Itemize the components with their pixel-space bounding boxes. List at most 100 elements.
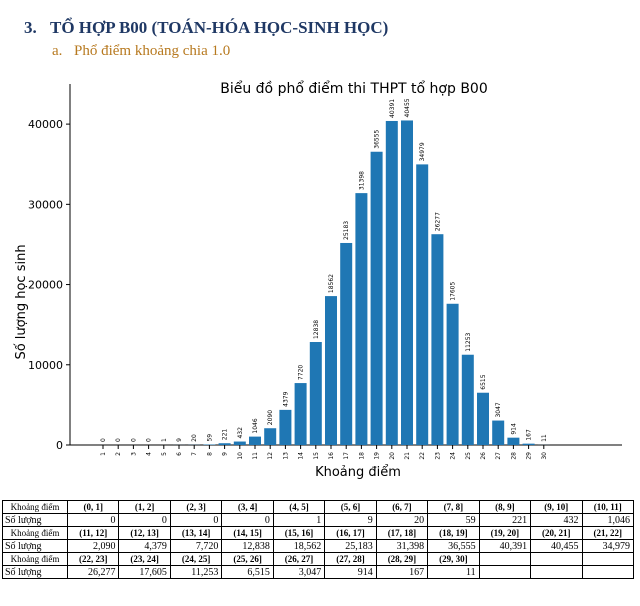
bar [446,303,459,445]
range-cell: (4, 5] [272,500,326,514]
x-tick-label: 18 [358,452,365,460]
count-cell: 914 [324,565,377,579]
x-tick-label: 16 [328,452,335,460]
range-cell: (28, 29] [375,552,429,566]
x-tick-label: 23 [434,452,441,460]
bar [355,193,368,445]
bar-labels: 0 0 0 0 1 9 20 59 221 432 1046 2090 4379 7720 12838 185… [100,98,548,442]
bar [294,383,307,445]
range-cell: (12, 13] [118,526,171,540]
x-tick-label: 7 [191,452,198,456]
count-cell: 40,455 [530,539,583,553]
bar-value-label: 221 [222,429,229,441]
count-cell: 34,979 [581,539,635,553]
count-row: Số lượng 26,277 17,605 11,253 6,515 3,047 914 1… [2,565,635,579]
bar-value-label: 167 [526,429,533,441]
bar-value-label: 0 [146,438,153,442]
x-tick-label: 25 [465,452,472,460]
x-tick-label: 27 [495,452,502,460]
bar-value-label: 31398 [358,171,365,190]
range-cell [581,552,635,566]
bar-value-label: 36555 [374,129,381,148]
x-tick-label: 9 [222,452,229,456]
bar [416,164,429,445]
count-cell: 12,838 [221,539,274,553]
distribution-chart: Biểu đồ phổ điểm thi THPT tổ hợp B00 0 1 0… [14,80,622,480]
count-cell: 3,047 [272,565,326,579]
count-cell [478,565,532,579]
x-tick-label: 12 [267,452,274,460]
chart-title: Biểu đồ phổ điểm thi THPT tổ hợp B00 [220,80,488,97]
count-row-label: Số lượng [2,565,68,579]
range-cell: (7, 8] [427,500,480,514]
count-row: Số lượng 2,090 4,379 7,720 12,838 18,562 25,18… [2,539,635,553]
range-row: Khoảng điểm (22, 23] (23, 24] (24, 25] (25, … [2,552,635,566]
bar-value-label: 0 [130,438,137,442]
range-cell: (13, 14] [169,526,223,540]
x-tick-label: 6 [176,452,183,456]
count-cell [530,565,583,579]
section-number: 3. [24,18,37,37]
x-tick-label: 2 [115,452,122,456]
count-row: Số lượng 0 0 0 0 1 9 20 59 221 432 1,046 [2,513,635,527]
count-cell: 36,555 [427,539,480,553]
range-row-label: Khoảng điểm [2,552,68,566]
range-row: Khoảng điểm (0, 1] (1, 2] (2, 3] (3, 4] (4, 5… [2,500,635,514]
count-cell: 26,277 [66,565,120,579]
y-tick-label: 0 [56,439,63,452]
y-axis-label: Số lượng học sinh [14,244,29,359]
x-tick-label: 3 [130,452,137,456]
subsection-number: a. [52,43,63,59]
range-cell: (24, 25] [169,552,223,566]
x-tick-label: 28 [510,452,517,460]
count-cell: 11,253 [169,565,223,579]
count-cell [581,565,635,579]
bar [340,242,353,445]
bar-value-label: 40391 [389,99,396,118]
count-cell: 0 [221,513,274,527]
count-cell: 6,515 [221,565,274,579]
bar-value-label: 4379 [282,391,289,406]
bar-value-label: 914 [510,423,517,435]
count-cell: 25,183 [324,539,377,553]
bar-value-label: 40455 [404,98,411,117]
x-tick-label: 4 [146,452,153,456]
bar [233,441,246,445]
bar [461,354,474,445]
x-tick-label: 29 [526,452,533,460]
count-cell: 0 [118,513,171,527]
count-cell: 1,046 [581,513,635,527]
bar-value-label: 432 [237,427,244,439]
subsection-title: Phổ điểm khoảng chia 1.0 [74,43,231,59]
range-row-label: Khoảng điểm [2,500,68,514]
count-cell: 9 [324,513,377,527]
range-cell: (6, 7] [375,500,429,514]
x-tick-label: 13 [282,452,289,460]
y-tick-label: 30000 [28,198,63,211]
count-cell: 20 [375,513,429,527]
x-tick-label: 30 [541,452,548,460]
bar-value-label: 11253 [465,332,472,351]
count-row-label: Số lượng [2,539,68,553]
x-axis-label: Khoảng điểm [315,465,401,480]
range-cell: (2, 3] [169,500,223,514]
bar [218,443,231,445]
count-cell: 1 [272,513,326,527]
range-cell: (29, 30] [427,552,480,566]
count-cell: 221 [478,513,532,527]
bar [477,392,489,445]
x-tick-label: 26 [480,452,487,460]
x-axis: 1 2 3 4 5 6 7 8 9 10 11 12 13 14 15 16 17 18 19 20 21 22 23 24 2… [70,444,622,460]
range-cell: (26, 27] [272,552,326,566]
bars [157,120,550,445]
range-cell: (17, 18] [375,526,429,540]
range-cell: (27, 28] [324,552,377,566]
count-cell: 59 [427,513,480,527]
range-cell: (11, 12] [66,526,120,540]
x-tick-label: 1 [100,452,107,456]
y-tick-label: 20000 [28,279,63,292]
bar-value-label: 1 [161,438,168,442]
section-heading: 3. TỔ HỢP B00 (TOÁN-HÓA HỌC-SINH HỌC) [24,18,388,38]
x-tick-label: 19 [374,452,381,460]
range-cell: (14, 15] [221,526,274,540]
